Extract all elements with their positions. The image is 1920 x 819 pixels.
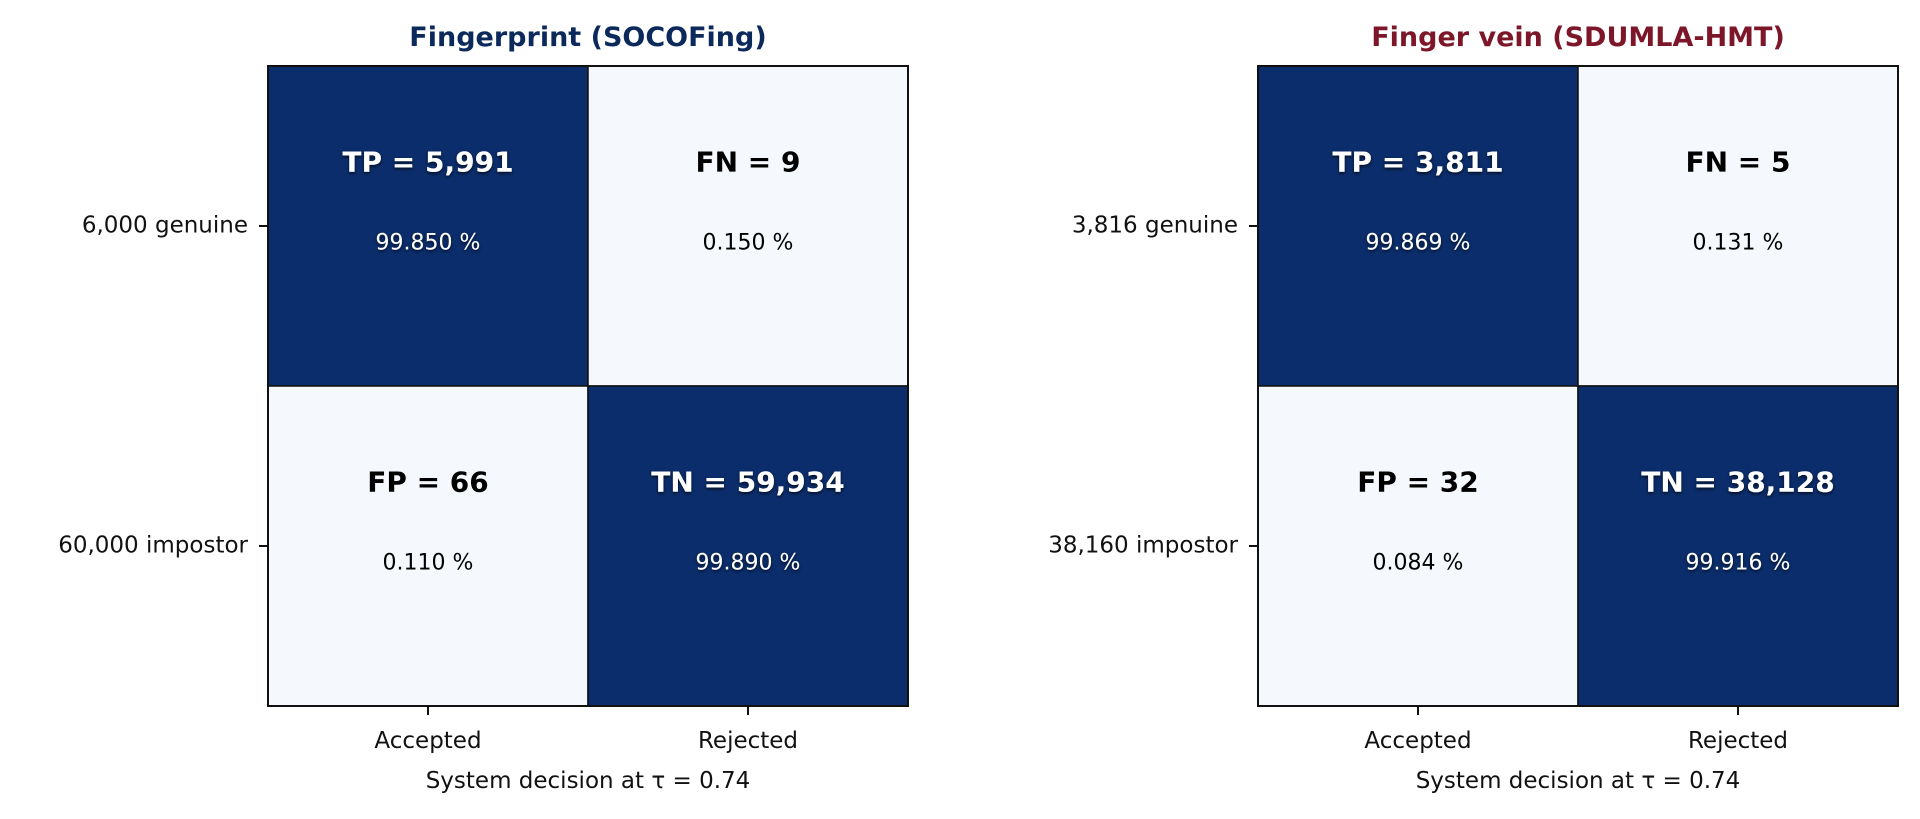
cell-percent-label: 99.916 %	[1686, 551, 1791, 576]
matrix-cell	[1577, 385, 1899, 707]
x-tick-label: Rejected	[1688, 728, 1788, 754]
panel-1: Fingerprint (SOCOFing) TP = 5,991 99.850 %…	[58, 22, 909, 794]
x-tick-label: Rejected	[698, 728, 798, 754]
x-axis-label: System decision at τ = 0.74	[1416, 768, 1741, 794]
cell-count-label: TN = 59,934	[651, 466, 845, 499]
matrix-cell	[1257, 385, 1579, 707]
matrix-cell	[267, 385, 589, 707]
x-axis-label: System decision at τ = 0.74	[426, 768, 751, 794]
cell-percent-label: 99.890 %	[696, 551, 801, 576]
cell-percent-label: 0.084 %	[1373, 551, 1464, 576]
panel-title: Finger vein (SDUMLA-HMT)	[1371, 22, 1785, 53]
cell-count-label: TP = 5,991	[342, 146, 513, 179]
panel-title: Fingerprint (SOCOFing)	[409, 22, 766, 53]
y-tick-label: 60,000 impostor	[58, 533, 248, 559]
cell-percent-label: 0.150 %	[703, 231, 794, 256]
cell-count-label: FP = 32	[1357, 466, 1479, 499]
x-tick-label: Accepted	[1364, 728, 1471, 754]
cell-percent-label: 0.131 %	[1693, 231, 1784, 256]
x-tick-label: Accepted	[374, 728, 481, 754]
matrix-cell	[1577, 65, 1899, 387]
matrix-cell	[587, 385, 909, 707]
matrix-frame	[1257, 65, 1899, 707]
matrix-frame	[267, 65, 909, 707]
y-tick-label: 3,816 genuine	[1072, 213, 1238, 239]
y-tick-label: 6,000 genuine	[82, 213, 248, 239]
cell-percent-label: 99.869 %	[1366, 231, 1471, 256]
cell-count-label: FN = 5	[1686, 146, 1791, 179]
matrix-cell	[267, 65, 589, 387]
panels-group: Fingerprint (SOCOFing) TP = 5,991 99.850 %…	[58, 22, 1899, 794]
cell-count-label: TP = 3,811	[1332, 146, 1503, 179]
panel-2: Finger vein (SDUMLA-HMT) TP = 3,811 99.869…	[1048, 22, 1899, 794]
cell-percent-label: 0.110 %	[383, 551, 474, 576]
cell-count-label: FP = 66	[367, 466, 489, 499]
matrix-cell	[587, 65, 909, 387]
matrix-cell	[1257, 65, 1579, 387]
cell-count-label: FN = 9	[696, 146, 801, 179]
y-tick-label: 38,160 impostor	[1048, 533, 1238, 559]
cell-percent-label: 99.850 %	[376, 231, 481, 256]
cell-count-label: TN = 38,128	[1641, 466, 1835, 499]
